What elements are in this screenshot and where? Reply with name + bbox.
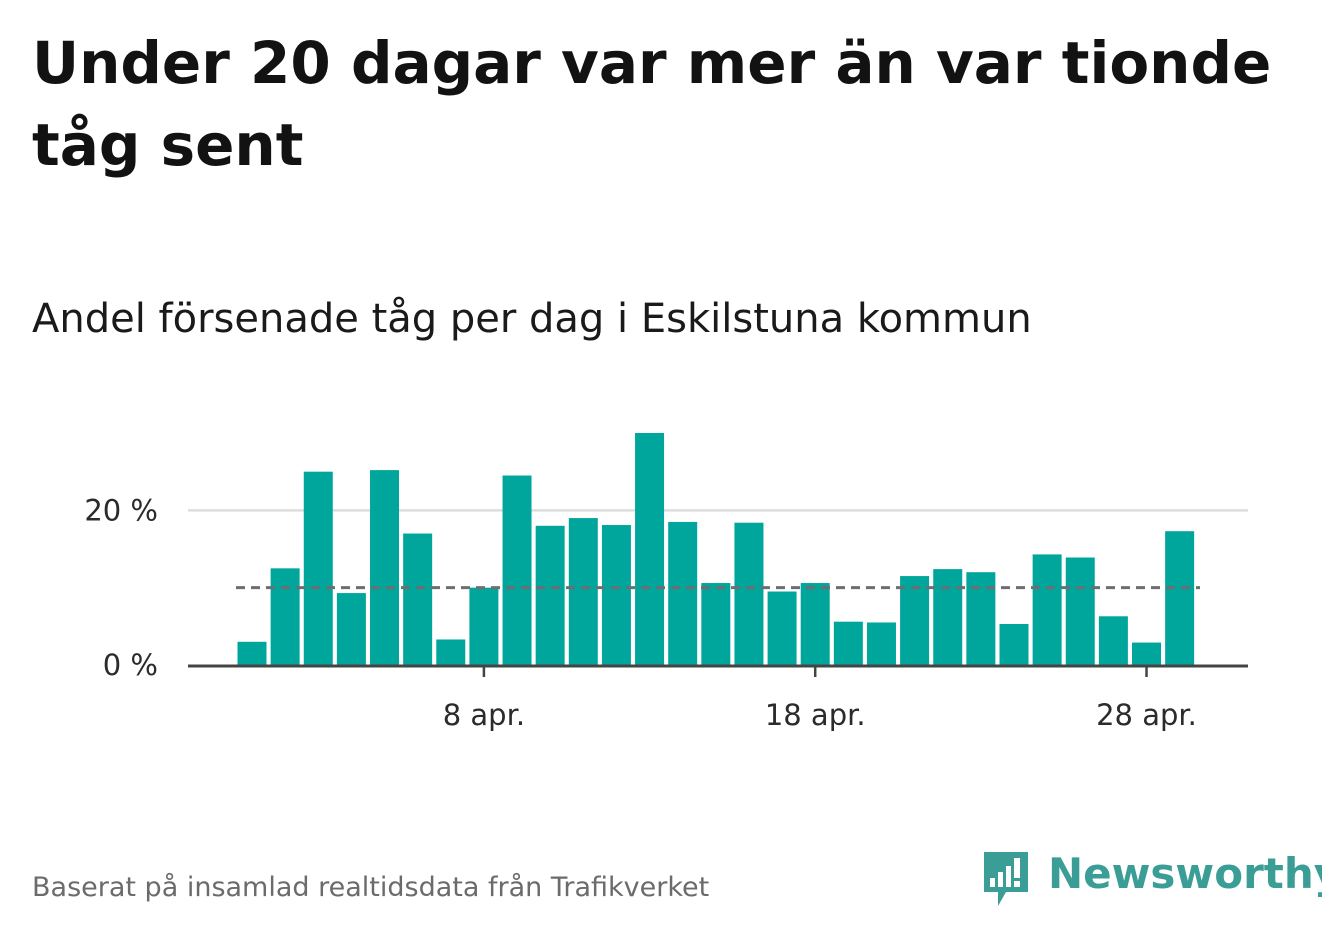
y-tick-label-20: 20 %	[84, 493, 158, 527]
x-tick-label-8: 8 apr.	[443, 698, 525, 732]
bar-22-apr	[933, 569, 963, 665]
brand-name: Newsworthy	[1048, 849, 1322, 898]
bar-20-apr	[866, 622, 896, 665]
bar-2-apr	[270, 568, 300, 665]
x-tick-label-28: 28 apr.	[1096, 698, 1197, 732]
source-note: Baserat på insamlad realtidsdata från Tr…	[32, 872, 710, 903]
bar-19-apr	[833, 621, 863, 665]
bar-16-apr	[734, 522, 764, 665]
bar-12-apr	[601, 525, 631, 665]
bar-8-apr	[469, 587, 499, 665]
bar-3-apr	[303, 471, 333, 665]
bar-9-apr	[502, 475, 532, 665]
bar-13-apr	[635, 433, 665, 665]
newsworthy-logo-icon	[984, 852, 1028, 906]
bar-25-apr	[1032, 554, 1062, 665]
bar-23-apr	[966, 572, 996, 665]
brand-logo: Newsworthy	[980, 848, 1322, 912]
bar-5-apr	[370, 470, 400, 665]
bar-29-apr	[1165, 531, 1195, 665]
bar-18-apr	[800, 583, 830, 665]
bar-7-apr	[436, 639, 466, 665]
bar-17-apr	[767, 591, 797, 665]
bar-layer	[237, 433, 1195, 665]
bar-11-apr	[568, 518, 598, 665]
bar-27-apr	[1098, 616, 1128, 665]
axis-layer: 0 % 20 % 8 apr. 18 apr. 28 apr.	[84, 493, 1248, 732]
bar-15-apr	[701, 583, 731, 665]
bar-21-apr	[900, 576, 930, 665]
bar-14-apr	[668, 521, 698, 665]
bar-26-apr	[1065, 557, 1095, 665]
chart-title: Under 20 dagar var mer än var tionde tåg…	[32, 29, 1272, 179]
bar-28-apr	[1132, 642, 1162, 665]
y-tick-label-0: 0 %	[103, 648, 158, 682]
bar-4-apr	[336, 593, 366, 665]
chart-subtitle: Andel försenade tåg per dag i Eskilstuna…	[32, 296, 1032, 342]
bar-1-apr	[237, 641, 267, 665]
x-tick-label-18: 18 apr.	[765, 698, 866, 732]
bar-10-apr	[535, 525, 565, 665]
bar-6-apr	[403, 533, 433, 665]
bar-24-apr	[999, 624, 1029, 665]
